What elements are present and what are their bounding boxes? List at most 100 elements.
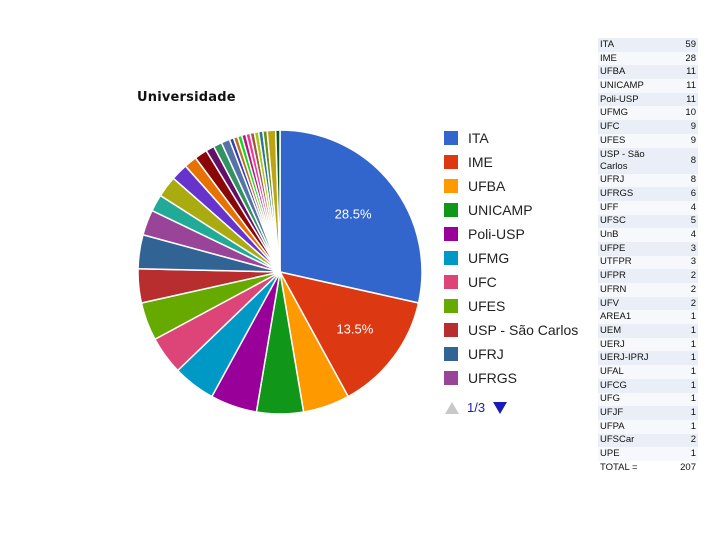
pie-slice-ime (278, 270, 420, 398)
legend-swatch (444, 371, 458, 385)
table-cell-name: UFSCar (598, 433, 660, 448)
legend-swatch (444, 347, 458, 361)
legend-label: UNICAMP (468, 202, 533, 218)
table-row: Poli-USP 11 (598, 92, 698, 107)
legend-swatch (444, 323, 458, 337)
table-cell-name: UFG (598, 392, 660, 407)
data-label-ime: 13.5% (336, 321, 373, 336)
legend-label: UFBA (468, 178, 506, 194)
legend-item: UFES (444, 294, 578, 318)
table-cell-value: 8 (660, 173, 698, 188)
table-cell-name: UFRGS (598, 187, 660, 201)
table-cell-value: 1 (660, 419, 698, 434)
pager-next-arrow-icon[interactable] (493, 401, 508, 414)
table-row: UFRGS 6 (598, 187, 698, 201)
legend-label: IME (468, 154, 493, 170)
table-row: UFPR 2 (598, 269, 698, 283)
table-row: UNICAMP 11 (598, 79, 698, 93)
table-row: UFES 9 (598, 133, 698, 148)
table-cell-name: ITA (598, 38, 660, 52)
table-cell-value: 2 (660, 433, 698, 448)
legend-label: Poli-USP (468, 226, 525, 242)
table-cell-value: 9 (660, 120, 698, 134)
legend-swatch (444, 179, 458, 193)
table-cell-name: UFAL (598, 365, 660, 379)
table-cell-name: UFPA (598, 419, 660, 434)
table-cell-name: USP - São Carlos (598, 147, 660, 174)
pie-slice-upe (274, 129, 281, 273)
legend-swatch (444, 275, 458, 289)
table-total-row: TOTAL = 207 (598, 460, 698, 475)
legend-item: ITA (444, 126, 578, 150)
pager-prev-arrow-icon[interactable] (445, 401, 459, 414)
table-cell-name: UTFPR (598, 255, 660, 270)
legend-swatch (444, 131, 458, 145)
table-cell-value: 10 (660, 106, 698, 121)
table-cell-value: 2 (660, 283, 698, 297)
table-row: UFV 2 (598, 296, 698, 311)
table-cell-name: TOTAL = (598, 460, 660, 475)
table-cell-name: UFMG (598, 106, 660, 121)
table-cell-name: UPE (598, 447, 660, 461)
table-row: UFSC 5 (598, 214, 698, 229)
table-cell-value: 11 (660, 92, 698, 107)
table-row: UFCG 1 (598, 378, 698, 393)
table-row: UnB 4 (598, 228, 698, 242)
table-cell-value: 2 (660, 296, 698, 311)
table-cell-value: 4 (660, 228, 698, 242)
table-cell-value: 1 (660, 378, 698, 393)
table-cell-value: 28 (660, 51, 698, 66)
pager-text: 1/3 (467, 400, 486, 415)
legend-swatch (444, 155, 458, 169)
table-cell-name: UFV (598, 296, 660, 311)
table-row: UFAL 1 (598, 365, 698, 379)
chart-title: Universidade (137, 90, 236, 105)
legend-swatch (444, 203, 458, 217)
table-cell-name: IME (598, 51, 660, 66)
data-table: ITA 59 IME 28 UFBA 11 UNICAMP 11 Poli-USP 11 UFMG 1… (598, 38, 698, 475)
table-row: UFF 4 (598, 200, 698, 215)
table-cell-name: UFES (598, 133, 660, 148)
table-cell-name: UFF (598, 200, 660, 215)
table-cell-name: AREA1 (598, 310, 660, 325)
legend-label: UFRJ (468, 346, 504, 362)
legend-item: UFRGS (444, 366, 578, 390)
table-cell-name: UERJ (598, 337, 660, 352)
legend-item: UNICAMP (444, 198, 578, 222)
table-cell-value: 59 (660, 38, 698, 52)
table-cell-name: UEM (598, 324, 660, 338)
pie-slice-ita (279, 129, 423, 304)
legend-item: Poli-USP (444, 222, 578, 246)
table-row: UFG 1 (598, 392, 698, 407)
legend-swatch (444, 227, 458, 241)
table-cell-value: 1 (660, 365, 698, 379)
table-cell-value: 1 (660, 337, 698, 352)
table-cell-value: 8 (660, 147, 698, 174)
table-cell-value: 11 (660, 65, 698, 80)
legend-item: IME (444, 150, 578, 174)
table-cell-value: 1 (660, 324, 698, 338)
legend-swatch (444, 299, 458, 313)
table-cell-value: 5 (660, 214, 698, 229)
legend-label: UFES (468, 298, 506, 314)
table-row: UTFPR 3 (598, 255, 698, 270)
table-cell-name: UFSC (598, 214, 660, 229)
table-row: UERJ-IPRJ 1 (598, 351, 698, 366)
table-cell-value: 1 (660, 392, 698, 407)
table-cell-value: 1 (660, 351, 698, 366)
legend-item: UFRJ (444, 342, 578, 366)
legend-item: USP - São Carlos (444, 318, 578, 342)
table-cell-name: UFCG (598, 378, 660, 393)
table-row: UERJ 1 (598, 337, 698, 352)
table-cell-value: 1 (660, 447, 698, 461)
table-row: UPE 1 (598, 447, 698, 461)
table-row: UFPA 1 (598, 419, 698, 434)
table-cell-value: 6 (660, 187, 698, 201)
table-cell-value: 4 (660, 200, 698, 215)
table-row: UFJF 1 (598, 406, 698, 420)
table-cell-name: UnB (598, 228, 660, 242)
data-label-ita: 28.5% (335, 206, 372, 221)
legend-label: UFMG (468, 250, 510, 266)
table-cell-value: 1 (660, 310, 698, 325)
